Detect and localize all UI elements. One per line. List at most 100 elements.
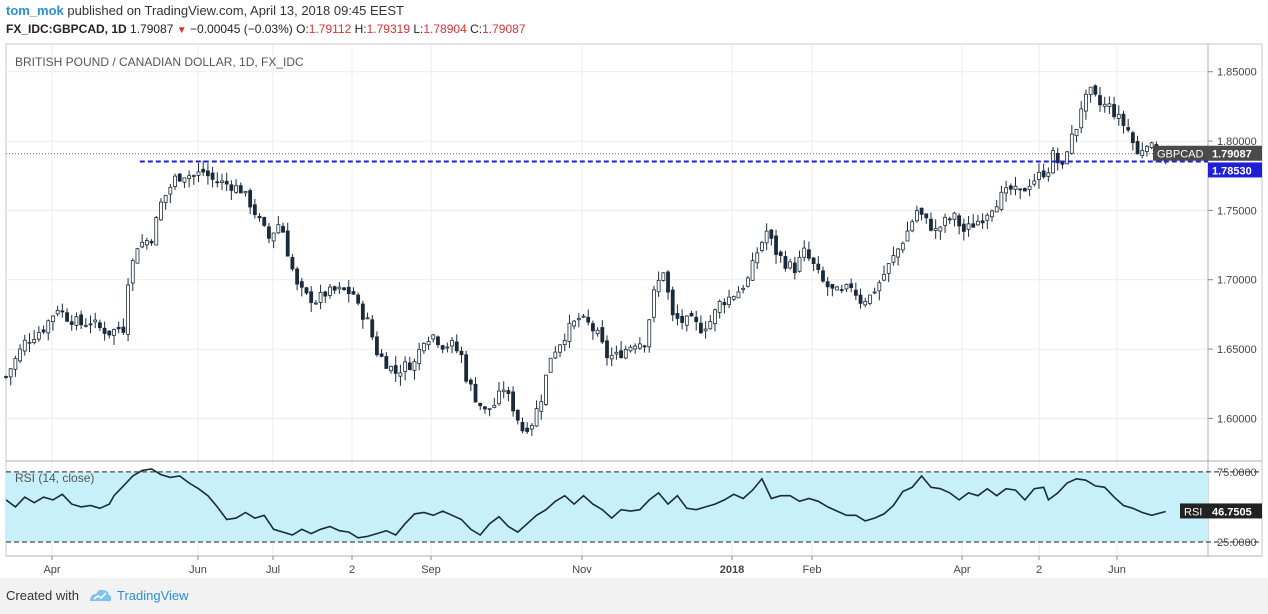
candle-body (647, 319, 652, 348)
candle-body (806, 249, 811, 259)
candle-body (69, 321, 74, 325)
candle-body (891, 255, 896, 263)
candle-body (304, 287, 309, 294)
candle-body (1149, 142, 1154, 148)
y-tick-label: 1.80000 (1217, 136, 1257, 148)
candle-body (238, 185, 243, 194)
candle-body (1140, 150, 1145, 157)
candle-body (703, 328, 708, 332)
candle-body (318, 292, 323, 303)
candle-body (1041, 170, 1046, 178)
candle-body (360, 303, 365, 320)
candle-body (229, 184, 234, 191)
footer-bar: Created with TradingView (0, 578, 1268, 614)
publish-header: tom_mok published on TradingView.com, Ap… (6, 2, 404, 20)
candle-body (107, 330, 112, 336)
close-label: C: (470, 22, 483, 36)
candle-body (412, 361, 417, 371)
candle-body (201, 168, 206, 173)
candle-body (403, 361, 408, 372)
candle-body (342, 287, 346, 291)
candle-body (905, 230, 910, 242)
chart-title: BRITISH POUND / CANADIAN DOLLAR, 1D, FX_… (15, 55, 304, 69)
candle-body (248, 190, 253, 208)
candle-body (957, 215, 962, 227)
candle-body (426, 341, 431, 346)
candle-body (370, 319, 375, 338)
author-link[interactable]: tom_mok (6, 3, 64, 18)
candle-body (483, 406, 487, 410)
candle-body (699, 322, 703, 334)
candle-body (511, 391, 515, 412)
candle-body (868, 294, 872, 304)
open-label: O: (296, 22, 309, 36)
x-tick-label: Jun (1108, 564, 1126, 576)
publish-info: published on TradingView.com, April 13, … (67, 3, 404, 18)
candle-body (600, 327, 605, 343)
candle-body (271, 232, 276, 242)
candle-body (8, 368, 13, 378)
candle-body (22, 339, 27, 352)
candle-body (652, 289, 656, 318)
candle-body (440, 345, 445, 350)
candle-body (764, 230, 769, 244)
candle-body (633, 345, 638, 350)
candle-body (797, 256, 802, 272)
candle-body (332, 286, 337, 291)
candle-body (299, 281, 304, 288)
candle-body (1004, 187, 1009, 194)
candle-body (976, 220, 980, 226)
candle-body (553, 351, 558, 359)
candle-body (727, 296, 731, 306)
candle-body (708, 321, 713, 330)
candle-body (379, 353, 384, 357)
candle-body (816, 263, 821, 270)
candle-body (656, 279, 661, 293)
candle-body (79, 314, 84, 326)
low-value: 1.78904 (423, 22, 467, 36)
candle-body (384, 356, 389, 369)
candle-body (515, 409, 520, 421)
y-tick-label: 1.85000 (1217, 67, 1257, 79)
candle-body (88, 323, 93, 326)
price-chart[interactable]: BRITISH POUND / CANADIAN DOLLAR, 1D, FX_… (0, 0, 1268, 578)
last-price: 1.79087 (130, 22, 174, 36)
candle-body (689, 312, 694, 317)
candle-body (722, 302, 727, 306)
x-tick-label: Jul (266, 564, 280, 576)
candle-body (853, 289, 858, 296)
candle-body (154, 217, 159, 246)
candle-body (182, 177, 187, 183)
tradingview-brand-link[interactable]: TradingView (117, 588, 189, 603)
rsi-value-tag: 46.7505 (1212, 506, 1252, 518)
candle-body (525, 427, 530, 432)
candle-body (140, 241, 145, 248)
candle-body (684, 315, 689, 326)
close-value: 1.79087 (482, 22, 526, 36)
candle-body (1037, 171, 1041, 180)
candle-body (351, 291, 356, 295)
candle-body (586, 316, 591, 323)
candle-body (1121, 113, 1126, 126)
candle-body (544, 374, 548, 405)
candle-body (1018, 188, 1023, 191)
candle-body (135, 248, 140, 264)
candle-body (177, 173, 182, 182)
candle-body (896, 248, 901, 258)
candle-body (877, 282, 882, 292)
candle-body (849, 283, 854, 289)
candle-body (1046, 172, 1051, 177)
candle-body (46, 320, 51, 334)
support-price-tag: 1.78530 (1212, 165, 1252, 177)
candle-body (548, 357, 553, 373)
candle-body (731, 296, 736, 300)
x-tick-label: Nov (572, 564, 592, 576)
candle-body (567, 322, 572, 342)
candle-body (116, 326, 121, 330)
candle-body (126, 284, 130, 335)
candle-body (431, 334, 436, 340)
candle-body (224, 180, 229, 185)
candle-body (144, 240, 149, 246)
candle-body (1093, 85, 1098, 95)
candle-body (595, 329, 600, 335)
